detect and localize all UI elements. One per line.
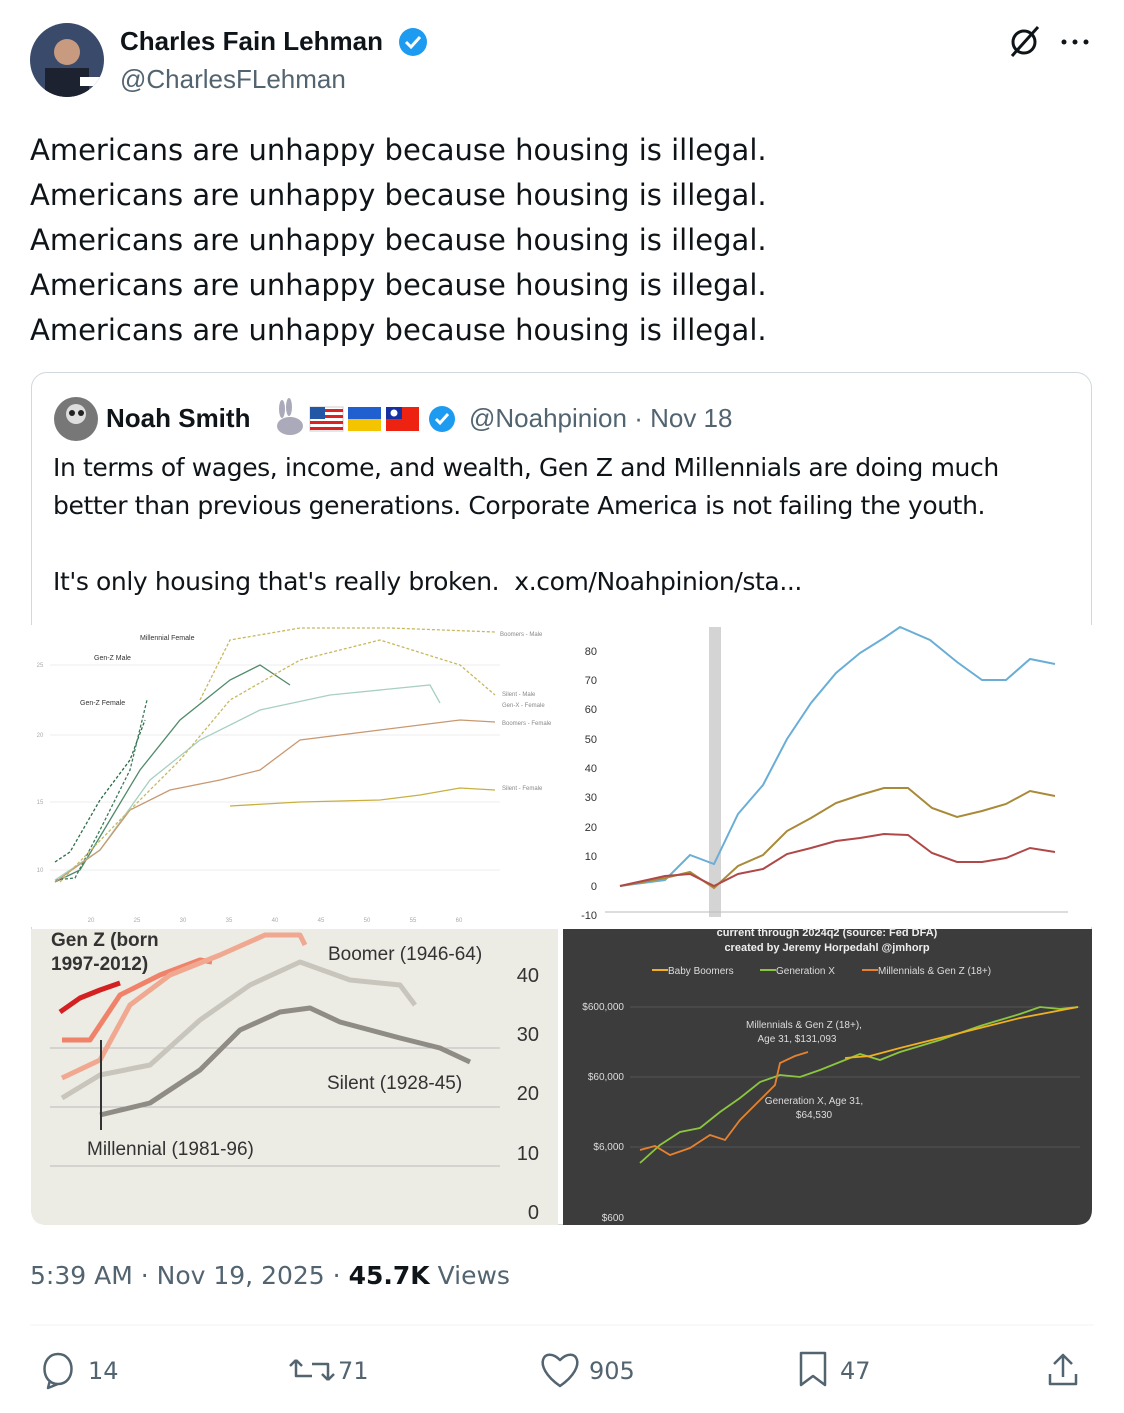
reply-count: 14 <box>88 1357 119 1385</box>
quote-line: better than previous generations. Corpor… <box>53 491 986 520</box>
verified-badge <box>399 28 427 56</box>
quote-second: It's only housing that's really broken. <box>53 567 500 596</box>
tweet-line: Americans are unhappy because housing is… <box>30 223 767 257</box>
tweet-meta: 5:39 AM · Nov 19, 2025 · 45.7K Views <box>30 1261 510 1290</box>
views-count: 45.7K <box>348 1261 430 1290</box>
author-avatar[interactable] <box>30 23 104 98</box>
date: Nov 19, 2025 <box>156 1261 325 1290</box>
repost-count: 71 <box>338 1357 369 1385</box>
quote-link[interactable]: x.com/Noahpinion/sta... <box>514 567 802 596</box>
share-icon[interactable] <box>1048 1353 1078 1386</box>
author-handle[interactable]: @CharlesFLehman <box>120 64 346 94</box>
grok-icon[interactable] <box>1010 25 1040 58</box>
tweet-line: Americans are unhappy because housing is… <box>30 268 767 302</box>
quote-name[interactable]: Noah Smith <box>106 403 251 433</box>
reply-icon[interactable] <box>43 1352 73 1390</box>
separator: · <box>140 1261 149 1290</box>
author-name[interactable]: Charles Fain Lehman <box>120 26 383 56</box>
quote-handle: @Noahpinion <box>469 403 627 433</box>
tweet-text: Americans are unhappy because housing is… <box>30 128 767 353</box>
repost-icon[interactable] <box>289 1359 335 1381</box>
bookmark-icon[interactable] <box>799 1351 827 1387</box>
separator: · <box>634 403 643 433</box>
quote-text: In terms of wages, income, and wealth, G… <box>53 449 999 601</box>
quote-meta: @Noahpinion · Nov 18 <box>469 403 732 434</box>
like-icon[interactable] <box>541 1353 579 1388</box>
tweet-line: Americans are unhappy because housing is… <box>30 133 767 167</box>
separator: · <box>332 1261 341 1290</box>
tweet-line: Americans are unhappy because housing is… <box>30 313 767 347</box>
like-count: 905 <box>589 1357 635 1385</box>
time: 5:39 AM <box>30 1261 133 1290</box>
quote-date: Nov 18 <box>650 403 733 433</box>
views-label: Views <box>437 1261 510 1290</box>
more-icon[interactable] <box>1061 39 1089 45</box>
bookmark-count: 47 <box>840 1357 871 1385</box>
quote-line: In terms of wages, income, and wealth, G… <box>53 453 999 482</box>
quote-line: It's only housing that's really broken. … <box>53 563 999 601</box>
tweet-line: Americans are unhappy because housing is… <box>30 178 767 212</box>
